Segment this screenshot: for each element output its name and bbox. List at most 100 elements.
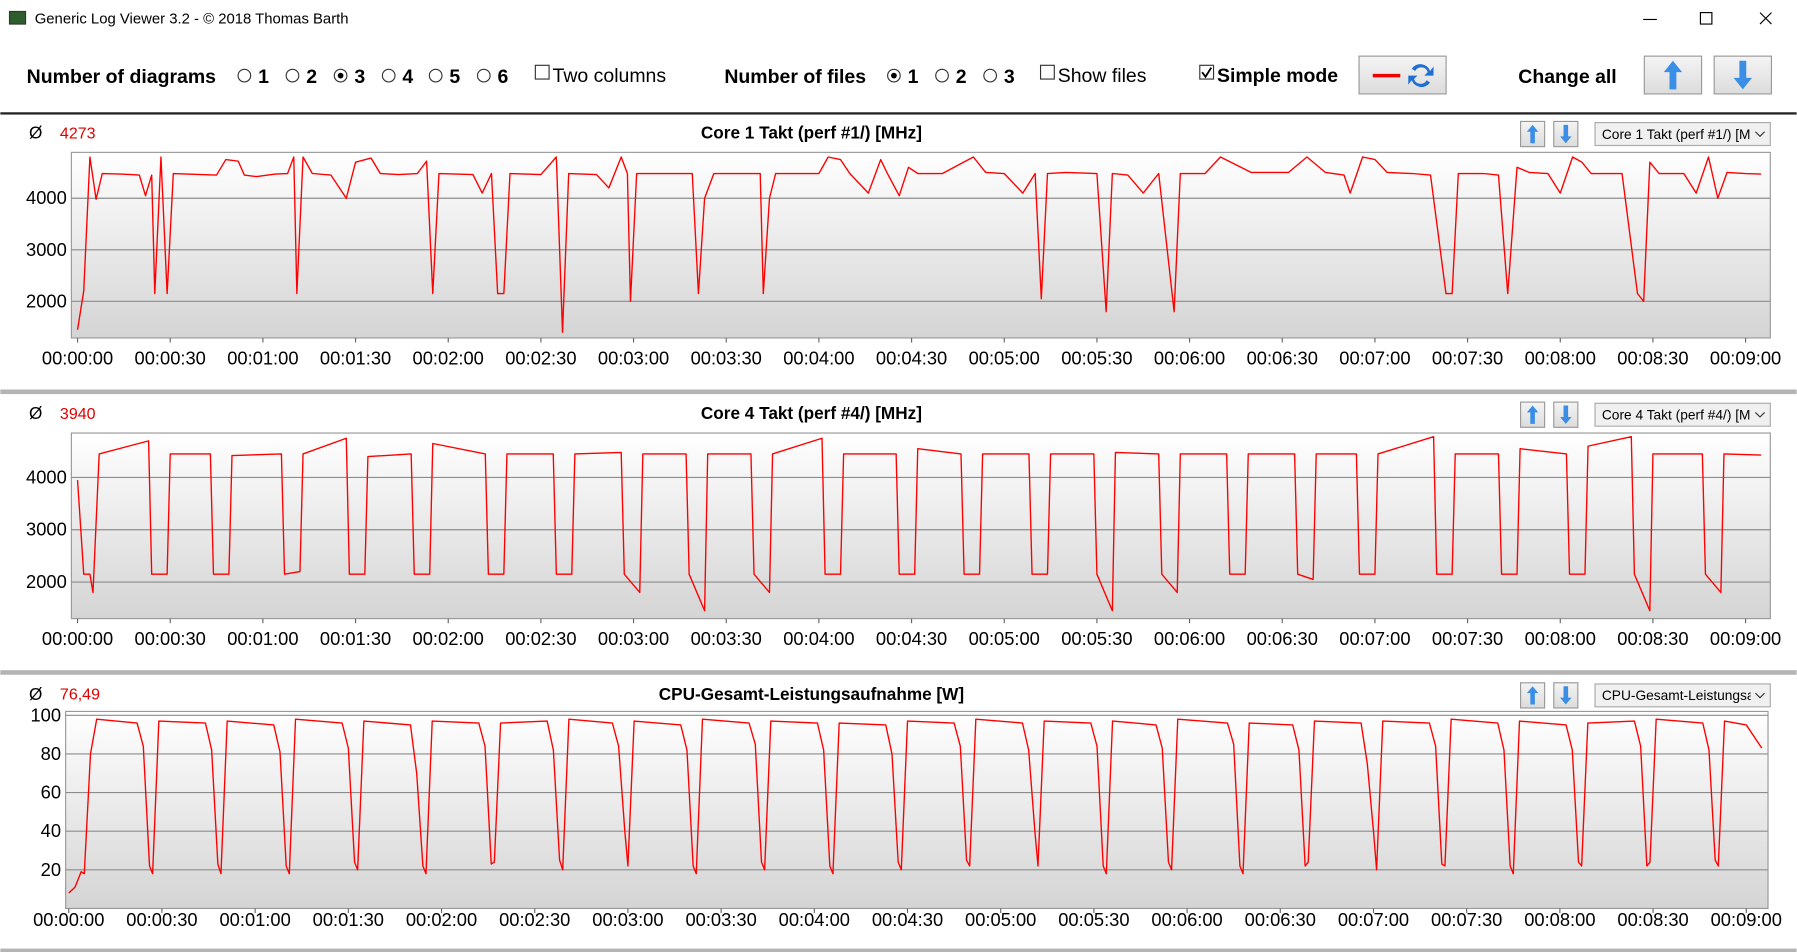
x-tick-label: 00:07:00 bbox=[1338, 909, 1409, 930]
radio-button[interactable] bbox=[381, 68, 396, 83]
x-tick-label: 00:04:00 bbox=[779, 909, 850, 930]
diagram-title: Core 4 Takt (perf #4/) [MHz] bbox=[701, 403, 922, 423]
down-arrow bbox=[1560, 686, 1572, 705]
channel-dropdown[interactable] bbox=[1594, 402, 1771, 427]
x-tick-label: 00:02:00 bbox=[406, 909, 477, 930]
x-tick-label: 00:03:00 bbox=[598, 348, 669, 369]
up-arrow bbox=[1526, 405, 1539, 424]
x-tick-label: 00:01:00 bbox=[227, 628, 298, 649]
average-value: 76,49 bbox=[60, 686, 100, 704]
x-tick-label: 00:08:30 bbox=[1617, 348, 1688, 369]
x-tick-label: 00:06:00 bbox=[1151, 909, 1222, 930]
average-symbol: Ø bbox=[29, 403, 42, 423]
diagram-title: Core 1 Takt (perf #1/) [MHz] bbox=[701, 123, 922, 143]
x-tick-label: 00:09:00 bbox=[1710, 628, 1781, 649]
average-symbol: Ø bbox=[29, 123, 42, 143]
x-tick-label: 00:06:00 bbox=[1154, 628, 1225, 649]
radio-button[interactable] bbox=[983, 68, 998, 83]
x-tick-label: 00:07:30 bbox=[1432, 348, 1503, 369]
x-tick-label: 00:05:30 bbox=[1061, 628, 1132, 649]
radio-button[interactable] bbox=[428, 68, 443, 83]
up-arrow bbox=[1526, 686, 1539, 705]
x-tick-label: 00:03:00 bbox=[598, 628, 669, 649]
x-tick-label: 00:06:30 bbox=[1247, 348, 1318, 369]
x-tick-label: 00:02:30 bbox=[499, 909, 570, 930]
radio-label: 5 bbox=[449, 66, 460, 88]
data-line bbox=[76, 156, 1762, 333]
x-tick-label: 00:01:00 bbox=[219, 909, 290, 930]
panel-separator bbox=[0, 948, 1797, 952]
refresh-icon bbox=[1408, 64, 1434, 88]
toolbar: Number of diagrams Number of files Chang… bbox=[27, 55, 1773, 95]
x-tick-label: 00:09:00 bbox=[1711, 909, 1782, 930]
dropdown-caret bbox=[1755, 131, 1765, 138]
x-tick-label: 00:02:30 bbox=[505, 348, 576, 369]
checkbox[interactable] bbox=[1199, 64, 1215, 80]
check-mark bbox=[1201, 67, 1213, 79]
x-tick-label: 00:03:30 bbox=[691, 348, 762, 369]
x-tick-label: 00:08:30 bbox=[1617, 909, 1688, 930]
x-tick-label: 00:02:00 bbox=[413, 628, 484, 649]
dropdown-caret bbox=[1755, 412, 1765, 418]
data-line bbox=[76, 436, 1762, 612]
x-tick-label: 00:08:00 bbox=[1524, 909, 1595, 930]
x-tick-label: 00:08:00 bbox=[1525, 348, 1596, 369]
radio-dot bbox=[891, 72, 897, 79]
data-line bbox=[68, 718, 1763, 894]
radio-button[interactable] bbox=[285, 68, 300, 83]
x-tick-label: 00:09:00 bbox=[1710, 348, 1781, 369]
x-tick-label: 00:02:30 bbox=[505, 628, 576, 649]
diagram-panel: Ø 76,49 CPU-Gesamt-Leistungsaufnahme [W] CP… bbox=[29, 682, 1782, 930]
average-value: 4273 bbox=[60, 124, 96, 142]
radio-dot bbox=[337, 72, 344, 79]
x-tick-label: 00:04:30 bbox=[876, 628, 947, 649]
x-tick-label: 00:04:00 bbox=[783, 348, 854, 369]
channel-dropdown[interactable] bbox=[1594, 683, 1771, 708]
plot-area bbox=[70, 432, 1771, 620]
radio-label: 1 bbox=[258, 66, 269, 88]
dropdown-text: Core 4 Takt (perf #4/) [MH bbox=[1602, 407, 1761, 422]
x-tick-label: 00:03:30 bbox=[685, 909, 756, 930]
x-tick-label: 00:01:30 bbox=[313, 909, 384, 930]
checkbox[interactable] bbox=[534, 64, 550, 80]
checkbox-label: Simple mode bbox=[1217, 65, 1338, 87]
y-tick-label: 2000 bbox=[26, 290, 67, 311]
app-icon bbox=[8, 10, 27, 25]
checkbox[interactable] bbox=[1039, 64, 1055, 80]
dropdown-caret bbox=[1755, 692, 1765, 699]
radio-button[interactable] bbox=[237, 68, 252, 83]
panel-separator bbox=[0, 670, 1797, 675]
average-value: 3940 bbox=[60, 405, 96, 423]
close-button[interactable] bbox=[1759, 12, 1772, 25]
change-all-label: Change all bbox=[1518, 66, 1616, 88]
radio-label: 6 bbox=[498, 66, 509, 88]
radio-label: 4 bbox=[402, 66, 413, 88]
y-tick-label: 100 bbox=[30, 704, 61, 725]
down-arrow bbox=[1733, 60, 1752, 90]
x-tick-label: 00:02:00 bbox=[413, 348, 484, 369]
x-tick-label: 00:00:00 bbox=[42, 628, 113, 649]
x-tick-label: 00:00:00 bbox=[42, 348, 113, 369]
plot-area bbox=[70, 151, 1771, 339]
x-tick-label: 00:05:00 bbox=[969, 348, 1040, 369]
x-tick-label: 00:07:00 bbox=[1339, 628, 1410, 649]
x-tick-label: 00:04:30 bbox=[876, 348, 947, 369]
radio-button[interactable] bbox=[476, 68, 491, 83]
channel-dropdown[interactable] bbox=[1594, 122, 1771, 147]
x-tick-label: 00:01:00 bbox=[227, 348, 298, 369]
down-arrow bbox=[1560, 124, 1572, 144]
x-tick-label: 00:00:00 bbox=[33, 909, 104, 930]
radio-button[interactable] bbox=[935, 68, 949, 83]
x-tick-label: 00:03:30 bbox=[691, 628, 762, 649]
toolbar-separator bbox=[0, 112, 1797, 115]
maximize-button[interactable] bbox=[1699, 12, 1713, 25]
x-tick-label: 00:05:30 bbox=[1061, 348, 1132, 369]
window-title: Generic Log Viewer 3.2 - © 2018 Thomas B… bbox=[35, 11, 349, 27]
y-tick-label: 4000 bbox=[26, 466, 67, 487]
y-tick-label: 60 bbox=[41, 782, 61, 803]
radio-label: 3 bbox=[1004, 66, 1015, 88]
checkbox-label: Two columns bbox=[553, 65, 667, 87]
radio-label: 2 bbox=[956, 66, 967, 88]
